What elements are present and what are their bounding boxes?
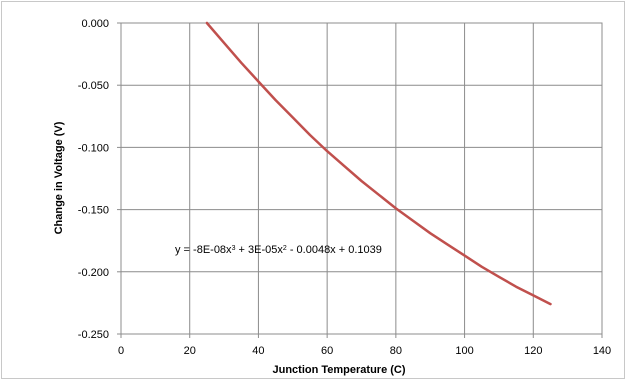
x-tick-label: 100 <box>455 345 473 357</box>
series-layer <box>205 21 552 306</box>
equation-part-1: + 3E-05x <box>235 244 283 256</box>
equation-sup-3: 3 <box>232 245 236 252</box>
y-tick-label: 0.000 <box>81 18 109 30</box>
x-tick-labels: 0 20 40 60 80 100 120 140 <box>118 345 611 357</box>
y-tick-label: -0.250 <box>78 329 109 341</box>
plot-area-border <box>120 22 603 335</box>
regression-equation: y = -8E-08x3 + 3E-05x2 - 0.0048x + 0.103… <box>175 244 382 256</box>
x-tick-label: 120 <box>524 345 542 357</box>
grid <box>117 22 603 338</box>
x-axis-title: Junction Temperature (C) <box>272 364 405 376</box>
x-tick-label: 140 <box>593 345 611 357</box>
equation-part-0: y = -8E-08x <box>175 244 232 256</box>
x-tick-label: 0 <box>118 345 124 357</box>
x-tick-label: 40 <box>252 345 264 357</box>
y-tick-labels: 0.000 -0.050 -0.100 -0.150 -0.200 -0.250 <box>78 18 109 341</box>
y-tick-label: -0.200 <box>78 267 109 279</box>
x-tick-label: 60 <box>321 345 333 357</box>
y-tick-label: -0.150 <box>78 205 109 217</box>
y-tick-label: -0.100 <box>78 142 109 154</box>
y-tick-label: -0.050 <box>78 80 109 92</box>
x-tick-label: 20 <box>184 345 196 357</box>
x-tick-label: 80 <box>390 345 402 357</box>
y-axis-title: Change in Voltage (V) <box>53 121 65 234</box>
equation-sup-2: 2 <box>283 245 287 252</box>
equation-part-2: - 0.0048x + 0.1039 <box>287 244 382 256</box>
